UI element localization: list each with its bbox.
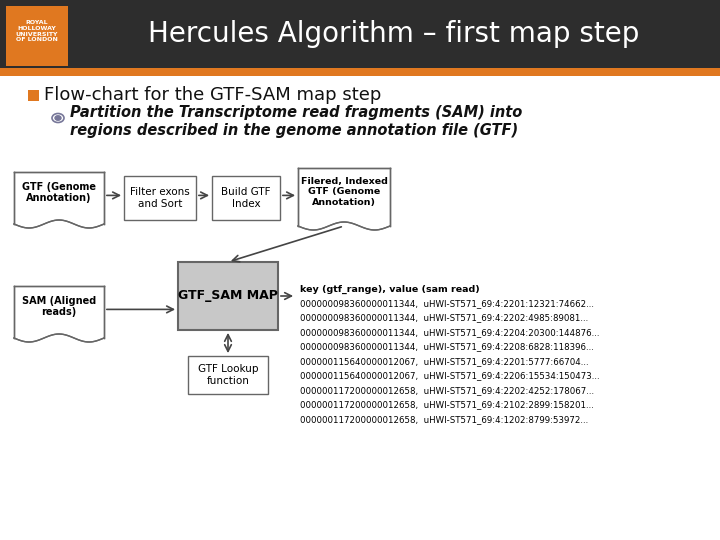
Text: 000000098360000011344,  uHWI-ST571_69:4:2201:12321:74662...: 000000098360000011344, uHWI-ST571_69:4:2… — [300, 299, 594, 308]
Text: SAM (Aligned
reads): SAM (Aligned reads) — [22, 296, 96, 318]
Text: 000000098360000011344,  uHWI-ST571_69:4:2208:6828:118396...: 000000098360000011344, uHWI-ST571_69:4:2… — [300, 342, 594, 352]
Text: Filter exons
and Sort: Filter exons and Sort — [130, 187, 190, 209]
Text: 000000117200000012658,  uHWI-ST571_69:4:2102:2899:158201...: 000000117200000012658, uHWI-ST571_69:4:2… — [300, 401, 594, 409]
Text: key (gtf_range), value (sam read): key (gtf_range), value (sam read) — [300, 285, 480, 294]
Bar — [0, 68, 720, 76]
Bar — [212, 176, 280, 220]
Text: GTF Lookup
function: GTF Lookup function — [198, 364, 258, 386]
Text: Build GTF
Index: Build GTF Index — [221, 187, 271, 209]
Text: 000000115640000012067,  uHWI-ST571_69:4:2201:5777:66704...: 000000115640000012067, uHWI-ST571_69:4:2… — [300, 357, 589, 366]
Bar — [188, 356, 268, 394]
Bar — [28, 90, 39, 101]
Text: 000000098360000011344,  uHWI-ST571_69:4:2204:20300:144876...: 000000098360000011344, uHWI-ST571_69:4:2… — [300, 328, 600, 337]
Text: 000000115640000012067,  uHWI-ST571_69:4:2206:15534:150473...: 000000115640000012067, uHWI-ST571_69:4:2… — [300, 372, 600, 381]
Text: 000000098360000011344,  uHWI-ST571_69:4:2202:4985:89081...: 000000098360000011344, uHWI-ST571_69:4:2… — [300, 314, 588, 322]
Bar — [6, 6, 68, 66]
Bar — [124, 176, 196, 220]
Text: Flow-chart for the GTF-SAM map step: Flow-chart for the GTF-SAM map step — [44, 86, 382, 104]
Text: 000000117200000012658,  uHWI-ST571_69:4:2202:4252:178067...: 000000117200000012658, uHWI-ST571_69:4:2… — [300, 386, 594, 395]
Polygon shape — [14, 172, 104, 228]
Text: Hercules Algorithm – first map step: Hercules Algorithm – first map step — [148, 20, 639, 48]
Polygon shape — [298, 168, 390, 230]
Text: 000000117200000012658,  uHWI-ST571_69:4:1202:8799:53972...: 000000117200000012658, uHWI-ST571_69:4:1… — [300, 415, 588, 424]
Circle shape — [55, 116, 61, 120]
Text: ROYAL
HOLLOWAY
UNIVERSITY
OF LONDON: ROYAL HOLLOWAY UNIVERSITY OF LONDON — [16, 20, 58, 43]
Bar — [0, 0, 720, 68]
Text: GTF_SAM MAP: GTF_SAM MAP — [178, 289, 278, 302]
Text: Filered, Indexed
GTF (Genome
Annotation): Filered, Indexed GTF (Genome Annotation) — [300, 177, 387, 206]
Polygon shape — [14, 286, 104, 342]
Text: GTF (Genome
Annotation): GTF (Genome Annotation) — [22, 182, 96, 204]
Bar — [178, 262, 278, 330]
Text: Partition the Transcriptome read fragments (SAM) into: Partition the Transcriptome read fragmen… — [70, 105, 522, 120]
Text: regions described in the genome annotation file (GTF): regions described in the genome annotati… — [70, 123, 518, 138]
